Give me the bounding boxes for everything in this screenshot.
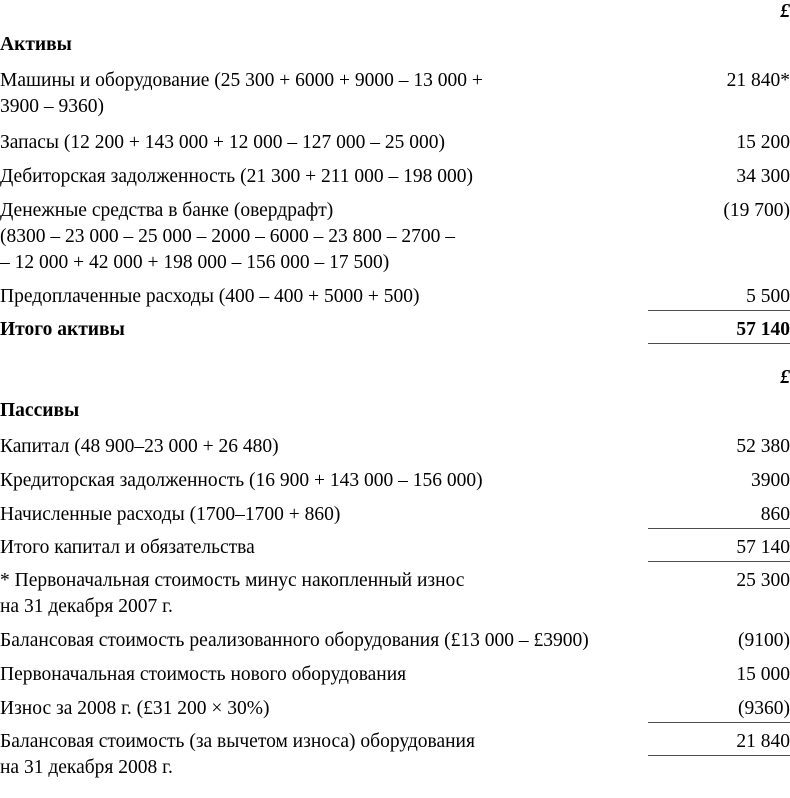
footnote-label-carrying-amount-disposed: Балансовая стоимость реализованного обор…: [0, 630, 589, 651]
liability-value-payables: 3900: [751, 470, 790, 491]
liability-row-capital: Капитал (48 900–23 000 + 26 480) 52 380: [0, 434, 790, 460]
liability-row-accrued-expenses: Начисленные расходы (1700–1700 + 860) 86…: [0, 502, 790, 529]
liabilities-total-label: Итого капитал и обязательства: [0, 537, 255, 558]
asset-value-machinery: 21 840*: [726, 70, 790, 91]
asset-value-prepaid-expenses: 5 500: [648, 284, 790, 311]
footnote-value-carrying-amount-disposed: (9100): [738, 630, 790, 651]
footnote-row-carrying-amount-disposed: Балансовая стоимость реализованного обор…: [0, 628, 790, 654]
assets-total-row: Итого активы 57 140: [0, 317, 790, 344]
footnote-row-cost-new-equipment: Первоначальная стоимость нового оборудов…: [0, 662, 790, 688]
liability-value-capital: 52 380: [736, 436, 790, 457]
assets-total-value: 57 140: [648, 317, 790, 344]
spacer: [0, 494, 790, 502]
assets-total-label: Итого активы: [0, 319, 125, 340]
liability-label-payables: Кредиторская задолженность (16 900 + 143…: [0, 470, 483, 491]
footnote-row-cost-less-depreciation-2007: * Первоначальная стоимость минус накопле…: [0, 568, 790, 620]
asset-value-cash-at-bank: (19 700): [723, 200, 790, 221]
spacer: [0, 688, 790, 696]
liability-value-accrued-expenses: 860: [648, 502, 790, 529]
footnote-value-cost-less-depreciation-2007: 25 300: [736, 570, 790, 591]
asset-value-inventory: 15 200: [736, 132, 790, 153]
footnote-value-carrying-amount-2008: 21 840: [648, 729, 790, 756]
footnote-label-depreciation-2008: Износ за 2008 г. (£31 200 × 30%): [0, 698, 270, 719]
spacer: [0, 424, 790, 434]
currency-symbol-liabilities: £: [780, 367, 790, 388]
asset-row-receivables: Дебиторская задолженность (21 300 + 211 …: [0, 164, 790, 190]
spacer: [0, 156, 790, 164]
asset-label-machinery: Машины и оборудование (25 300 + 6000 + 9…: [0, 70, 483, 117]
footnote-value-depreciation-2008: (9360): [648, 696, 790, 723]
footnote-label-cost-less-depreciation-2007: * Первоначальная стоимость минус накопле…: [0, 570, 465, 617]
asset-label-prepaid-expenses: Предоплаченные расходы (400 – 400 + 5000…: [0, 286, 420, 307]
footnote-row-depreciation-2008: Износ за 2008 г. (£31 200 × 30%) (9360): [0, 696, 790, 723]
footnote-label-carrying-amount-2008: Балансовая стоимость (за вычетом износа)…: [0, 731, 475, 778]
spacer: [0, 120, 790, 130]
asset-label-inventory: Запасы (12 200 + 143 000 + 12 000 – 127 …: [0, 132, 445, 153]
spacer: [0, 620, 790, 628]
currency-symbol-assets: £: [780, 1, 790, 22]
spacer: [0, 654, 790, 662]
spacer: [0, 276, 790, 284]
footnote-value-cost-new-equipment: 15 000: [736, 664, 790, 685]
liabilities-currency-header: £: [0, 366, 790, 390]
footnote-label-cost-new-equipment: Первоначальная стоимость нового оборудов…: [0, 664, 407, 685]
spacer: [0, 24, 790, 32]
liability-label-capital: Капитал (48 900–23 000 + 26 480): [0, 436, 279, 457]
asset-row-prepaid-expenses: Предоплаченные расходы (400 – 400 + 5000…: [0, 284, 790, 311]
asset-value-receivables: 34 300: [736, 166, 790, 187]
spacer: [0, 344, 790, 366]
spacer: [0, 460, 790, 468]
asset-label-cash-at-bank: Денежные средства в банке (овердрафт) (8…: [0, 200, 455, 273]
liabilities-total-value: 57 140: [648, 535, 790, 562]
asset-row-cash-at-bank: Денежные средства в банке (овердрафт) (8…: [0, 198, 790, 276]
spacer: [0, 390, 790, 398]
liabilities-heading-row: Пассивы: [0, 398, 790, 424]
asset-row-inventory: Запасы (12 200 + 143 000 + 12 000 – 127 …: [0, 130, 790, 156]
spacer: [0, 58, 790, 68]
spacer: [0, 190, 790, 198]
liability-row-payables: Кредиторская задолженность (16 900 + 143…: [0, 468, 790, 494]
asset-label-receivables: Дебиторская задолженность (21 300 + 211 …: [0, 166, 473, 187]
assets-heading-row: Активы: [0, 32, 790, 58]
asset-row-machinery: Машины и оборудование (25 300 + 6000 + 9…: [0, 68, 790, 120]
assets-heading: Активы: [0, 34, 72, 55]
liability-label-accrued-expenses: Начисленные расходы (1700–1700 + 860): [0, 504, 341, 525]
assets-currency-header: £: [0, 0, 790, 24]
footnote-row-carrying-amount-2008: Балансовая стоимость (за вычетом износа)…: [0, 729, 790, 781]
liabilities-total-row: Итого капитал и обязательства 57 140: [0, 535, 790, 562]
liabilities-heading: Пассивы: [0, 400, 80, 421]
